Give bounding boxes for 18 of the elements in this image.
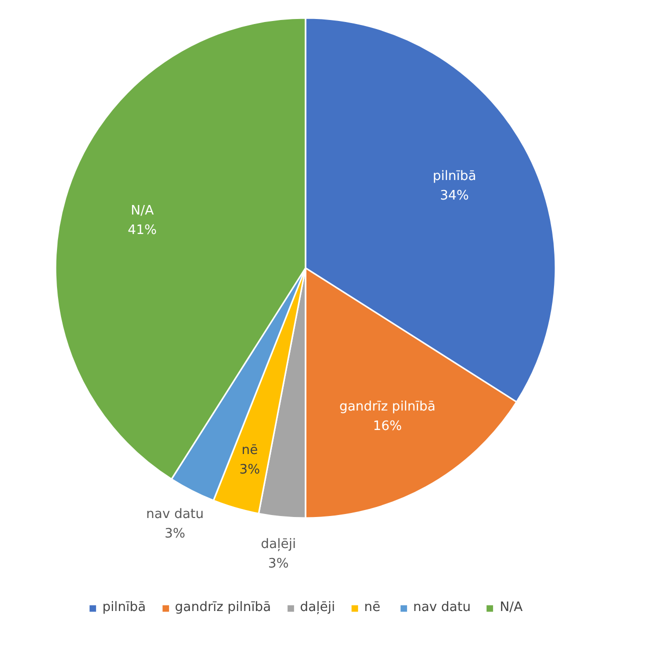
legend-label: nē (364, 600, 382, 615)
data-label: 41% (128, 222, 157, 238)
slice-label: nav datu (146, 506, 204, 522)
legend-label: pilnībā (102, 600, 146, 615)
legend-label: nav datu (413, 600, 471, 615)
data-label: 3% (268, 556, 289, 572)
legend-label: daļēji (300, 600, 336, 615)
slice-label: nē (242, 442, 258, 458)
legend-label: N/A (500, 600, 523, 615)
slice-label: daļēji (260, 536, 296, 552)
legend-label: gandrīz pilnībā (174, 600, 272, 615)
data-label: 34% (440, 188, 469, 204)
slice-label: N/A (130, 203, 154, 218)
data-label: 16% (372, 419, 402, 434)
slice-label: pilnībā (432, 168, 476, 184)
data-label: 3% (239, 462, 260, 478)
data-label: 3% (164, 526, 186, 542)
slice-label: gandrīz pilnībā (339, 400, 436, 415)
